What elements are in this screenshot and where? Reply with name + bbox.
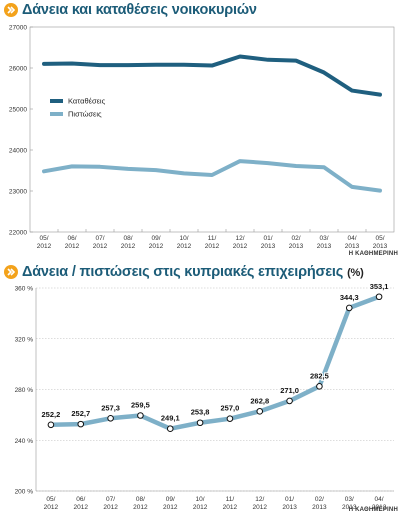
data-label: 271,0 (280, 386, 299, 395)
x-tick-label: 03/2013 (342, 496, 357, 511)
households-chart-panel: Δάνεια και καταθέσεις νοικοκυριών 22000 2… (0, 0, 402, 257)
x-tick-label: 06/2012 (65, 235, 80, 250)
data-point (47, 421, 55, 429)
x-tick-label: 04/2013 (345, 235, 360, 250)
x-tick-label: 01/2013 (282, 496, 297, 511)
y-tick-label: 22000 (9, 230, 27, 237)
y-tick-label: 360 % (15, 286, 34, 293)
x-tick-label: 05/2012 (37, 235, 52, 250)
data-point (286, 397, 293, 405)
chart1-header: Δάνεια και καταθέσεις νοικοκυριών (0, 0, 402, 22)
x-tick-label: 03/2013 (317, 235, 332, 250)
chart2-header: Δάνεια / πιστώσεις στις κυπριακές επιχει… (0, 262, 402, 284)
chart1-plot: 22000 23000 24000 25000 26000 27000 05/2012 06/… (9, 25, 395, 250)
x-tick-label: 09/2012 (149, 235, 164, 250)
y-tick-label: 200 % (15, 489, 34, 496)
plot-frame (29, 26, 395, 233)
data-point (196, 419, 204, 427)
data-point (166, 425, 174, 433)
legend-label: Καταθέσεις (68, 97, 106, 106)
x-tick-label: 08/2012 (121, 235, 136, 250)
series-line (48, 294, 382, 431)
data-label: 257,3 (101, 403, 120, 412)
data-label: 252,7 (71, 409, 90, 418)
data-label: 344,3 (340, 293, 359, 302)
x-tick-label: 05/2013 (373, 235, 388, 250)
series-line-1 (42, 54, 382, 97)
data-label: 353,1 (370, 282, 389, 291)
x-tick-label: 09/2012 (163, 496, 178, 511)
chart2-unit: (%) (347, 267, 364, 279)
data-label: 253,8 (191, 408, 210, 417)
data-label: 282,5 (310, 371, 329, 380)
data-label: 252,2 (42, 410, 61, 419)
data-point (316, 383, 323, 390)
x-tick-label: 05/2012 (44, 496, 59, 511)
x-tick-label: 01/2013 (261, 235, 276, 250)
chart2-title-wrap: Δάνεια / πιστώσεις στις κυπριακές επιχει… (22, 264, 364, 280)
x-tick-label: 08/2012 (133, 496, 148, 511)
data-label: 259,5 (131, 401, 150, 410)
legend-label: Πιστώσεις (68, 110, 102, 119)
data-point (77, 420, 85, 428)
arrow-right-icon (4, 265, 18, 279)
x-tick-label: 12/2012 (253, 496, 268, 511)
chart2-plot: 200 % 240 % 280 % 320 % 360 % 05/2012 06/2012 0… (15, 281, 394, 511)
y-tick-label: 280 % (15, 387, 34, 394)
chart1-title: Δάνεια και καταθέσεις νοικοκυριών (22, 2, 257, 18)
data-point (375, 293, 383, 301)
chart1-source-label: Η ΚΑΘΗΜΕΡΙΝΗ (348, 251, 398, 257)
y-tick-label: 23000 (9, 189, 27, 196)
y-tick-label: 25000 (9, 107, 27, 114)
x-tick-label: 12/2012 (233, 235, 248, 250)
x-tick-label: 02/2013 (289, 235, 304, 250)
data-label: 262,8 (250, 396, 269, 405)
x-tick-label: 04/2013 (372, 496, 387, 511)
y-tick-label: 240 % (15, 438, 34, 445)
data-point (345, 304, 353, 312)
y-tick-label: 26000 (9, 66, 27, 73)
y-tick-label: 320 % (15, 336, 34, 343)
business-loans-chart-panel: Δάνεια / πιστώσεις στις κυπριακές επιχει… (0, 262, 402, 517)
x-tick-label: 07/2012 (93, 235, 108, 250)
data-label: 257,0 (221, 404, 240, 413)
chart2-title: Δάνεια / πιστώσεις στις κυπριακές επιχει… (22, 264, 344, 280)
x-tick-label: 06/2012 (74, 496, 89, 511)
data-label: 249,1 (161, 414, 180, 423)
x-tick-label: 10/2012 (193, 496, 208, 511)
data-point (137, 412, 144, 419)
arrow-right-icon (4, 3, 18, 17)
data-point (226, 415, 234, 422)
y-tick-label: 24000 (9, 148, 27, 155)
chart2-source-label: Η ΚΑΘΗΜΕΡΙΝΗ (348, 507, 398, 513)
series-line-2 (42, 159, 382, 193)
data-point (256, 408, 264, 415)
x-tick-label: 02/2013 (312, 496, 327, 511)
data-point (107, 415, 114, 422)
x-tick-label: 11/2012 (223, 496, 238, 511)
x-tick-label: 11/2012 (205, 235, 220, 250)
x-tick-label: 10/2012 (177, 235, 192, 250)
y-tick-label: 27000 (9, 25, 27, 32)
x-tick-label: 07/2012 (103, 496, 118, 511)
